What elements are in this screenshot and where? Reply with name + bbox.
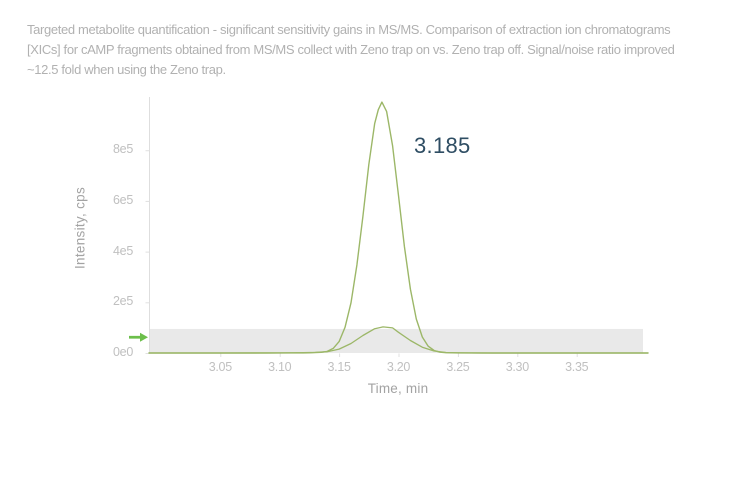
trace-zeno-trap-on	[148, 101, 649, 354]
x-tick-label: 3.15	[327, 360, 351, 374]
x-axis-title: Time, min	[367, 381, 429, 396]
y-tick-label: 0e0	[113, 345, 133, 359]
x-tick-label: 3.05	[208, 360, 232, 374]
x-tick-label: 3.10	[268, 360, 292, 374]
description-line: Targeted metabolite quantification - sig…	[27, 22, 671, 37]
y-tick-label: 6e5	[113, 192, 133, 207]
y-axis-title: Intensity, cps	[72, 187, 88, 269]
trace-zeno-trap-off	[148, 326, 649, 354]
y-tick-label: 4e5	[113, 243, 133, 258]
x-tick-label: 3.25	[446, 360, 470, 374]
description-text: Targeted metabolite quantification - sig…	[27, 20, 737, 80]
y-tick-label: 2e5	[113, 294, 133, 309]
x-tick-label: 3.30	[505, 360, 529, 374]
peak-retention-time-label: 3.185	[414, 133, 471, 158]
x-tick-label: 3.20	[386, 360, 411, 374]
y-tick-label: 8e5	[113, 142, 133, 157]
noise-arrow-icon	[129, 332, 148, 342]
description-line: ~12.5 fold when using the Zeno trap.	[27, 62, 226, 77]
description-line: [XICs] for cAMP fragments obtained from …	[27, 42, 675, 57]
x-tick-label: 3.35	[565, 360, 589, 374]
noise-band	[150, 328, 643, 353]
